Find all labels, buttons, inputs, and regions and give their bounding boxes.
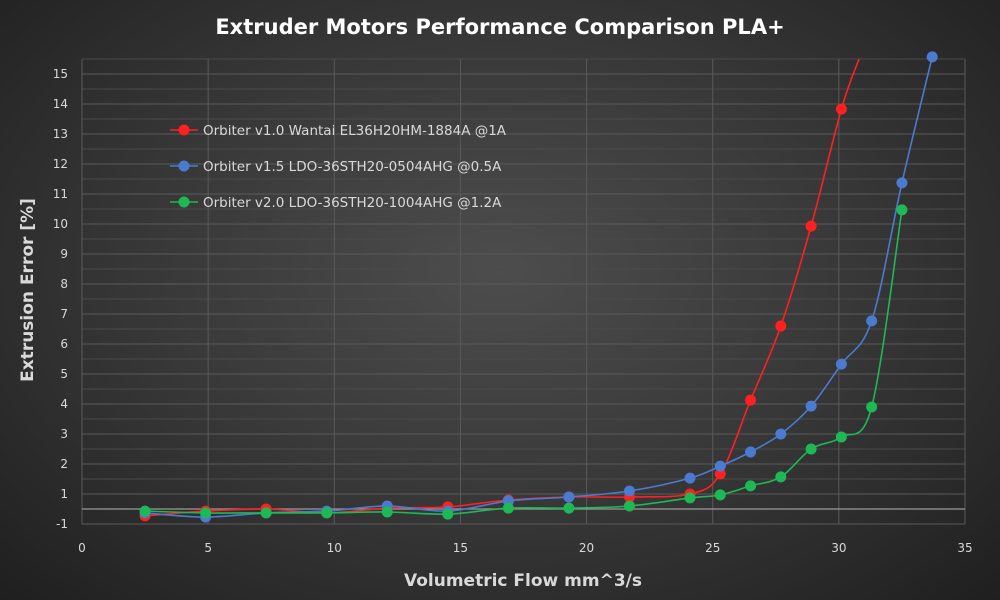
data-point: [714, 460, 726, 472]
data-point: [442, 508, 454, 520]
data-point: [745, 446, 757, 458]
y-tick-label: 1: [60, 487, 68, 501]
x-tick-label: 35: [957, 541, 972, 555]
data-point: [866, 401, 878, 413]
x-tick-label: 10: [327, 541, 342, 555]
data-point: [805, 220, 817, 232]
data-point: [563, 491, 575, 503]
data-point: [775, 428, 787, 440]
data-point: [866, 315, 878, 327]
legend-entry: Orbiter v2.0 LDO-36STH20-1004AHG @1.2A: [203, 195, 502, 211]
data-point: [835, 358, 847, 370]
legend-swatch-marker: [178, 160, 190, 172]
x-tick-label: 25: [705, 541, 720, 555]
y-tick-label: 3: [60, 427, 68, 441]
x-axis-label: Volumetric Flow mm^3/s: [404, 571, 642, 591]
y-tick-label: -1: [56, 517, 68, 531]
data-point: [139, 505, 151, 517]
legend-swatch-marker: [178, 124, 190, 136]
data-point: [714, 468, 726, 480]
data-point: [684, 472, 696, 484]
data-point: [835, 431, 847, 443]
x-tick-label: 15: [453, 541, 468, 555]
data-point: [623, 485, 635, 497]
legend-entry: Orbiter v1.0 Wantai EL36H20HM-1884A @1A: [203, 123, 507, 139]
data-point: [835, 103, 847, 115]
y-axis-label: Extrusion Error [%]: [18, 198, 38, 382]
data-point: [684, 492, 696, 504]
data-point: [745, 480, 757, 492]
y-tick-label: 5: [60, 367, 68, 381]
y-tick-label: 4: [60, 397, 68, 411]
y-tick-label: 9: [60, 247, 68, 261]
legend-swatch-marker: [178, 196, 190, 208]
data-point: [896, 177, 908, 189]
y-tick-label: 6: [60, 337, 68, 351]
x-tick-label: 0: [78, 541, 86, 555]
data-point: [805, 443, 817, 455]
x-tick-label: 20: [579, 541, 594, 555]
y-tick-label: 8: [60, 277, 68, 291]
y-tick-label: 10: [53, 217, 68, 231]
data-point: [714, 489, 726, 501]
y-tick-label: 15: [53, 67, 68, 81]
y-tick-label: 12: [53, 157, 68, 171]
data-point: [563, 502, 575, 514]
data-point: [926, 51, 938, 63]
data-point: [502, 502, 514, 514]
data-point: [896, 204, 908, 216]
x-tick-label: 5: [204, 541, 212, 555]
data-point: [775, 471, 787, 483]
data-point: [321, 507, 333, 519]
data-point: [623, 500, 635, 512]
x-tick-label: 30: [831, 541, 846, 555]
y-tick-label: 13: [53, 127, 68, 141]
chart-title: Extruder Motors Performance Comparison P…: [215, 15, 784, 39]
data-point: [260, 507, 272, 519]
y-tick-label: 7: [60, 307, 68, 321]
data-point: [200, 507, 212, 519]
y-tick-label: 2: [60, 457, 68, 471]
legend-entry: Orbiter v1.5 LDO-36STH20-0504AHG @0.5A: [203, 159, 502, 175]
y-tick-label: 14: [53, 97, 68, 111]
series-line: [145, 209, 903, 516]
data-point: [381, 506, 393, 518]
data-point: [745, 394, 757, 406]
y-tick-label: 11: [53, 187, 68, 201]
data-point: [805, 400, 817, 412]
data-point: [775, 320, 787, 332]
